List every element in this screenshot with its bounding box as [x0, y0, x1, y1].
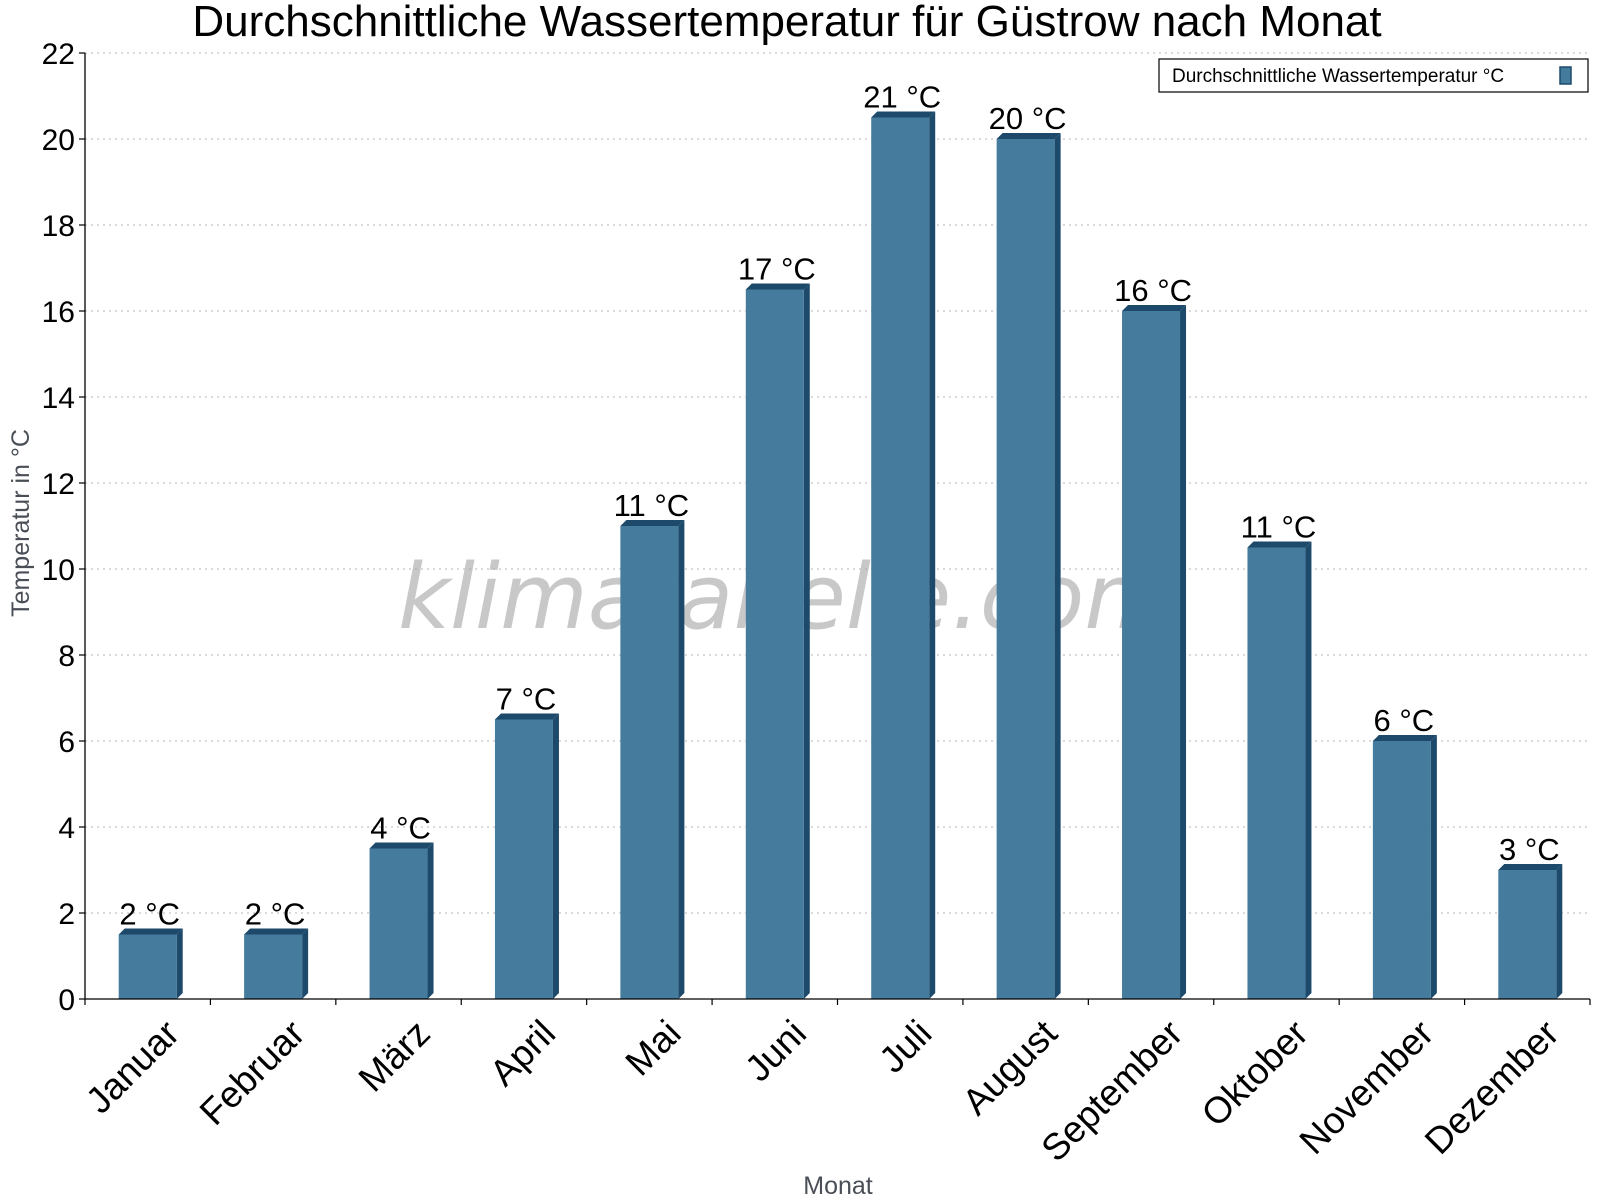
x-tick-labels: Januar Februar März April Mai Juni Juli AugustS… — [78, 1012, 1567, 1169]
x-tick-label: Juli — [871, 1012, 939, 1080]
bar-face — [1498, 870, 1557, 999]
bar-top — [1247, 541, 1312, 548]
bar-top — [118, 928, 183, 935]
y-tick-label: 8 — [58, 640, 75, 673]
y-tick-labels: 0 2 4 6 8 10 12 14 16 18 20 22 — [42, 38, 75, 1017]
data-label: 17 °C — [738, 252, 816, 287]
bars — [118, 111, 1563, 999]
y-tick-label: 20 — [42, 124, 75, 157]
x-tick-label: April — [482, 1012, 563, 1093]
data-label: 11 °C — [1241, 510, 1317, 545]
x-tick-label: Januar — [78, 1012, 187, 1121]
data-label: 3 °C — [1499, 832, 1560, 867]
bar-side — [1556, 864, 1563, 999]
y-tick-label: 0 — [58, 984, 75, 1017]
bar-side — [803, 283, 810, 999]
bar-top — [1122, 305, 1187, 311]
bar-side — [176, 928, 183, 999]
data-label: 20 °C — [989, 101, 1067, 136]
bar-face — [745, 289, 804, 999]
bar-side — [678, 520, 685, 999]
chart-title: Durchschnittliche Wassertemperatur für G… — [192, 0, 1381, 46]
data-label: 16 °C — [1114, 273, 1192, 308]
bar-side — [1305, 541, 1312, 999]
x-tick-label: Februar — [192, 1012, 313, 1133]
y-axis-title: Temperatur in °C — [7, 429, 35, 617]
y-tick-label: 16 — [42, 296, 75, 329]
data-label: 2 °C — [245, 897, 306, 932]
x-tick-label: Oktober — [1194, 1012, 1316, 1134]
bar-januar — [118, 928, 183, 999]
x-tick-label: Mai — [618, 1012, 689, 1083]
legend-swatch — [1559, 66, 1572, 85]
bar-top — [996, 133, 1061, 139]
bar-top — [1372, 735, 1437, 741]
bar-mai — [620, 520, 685, 999]
x-tick-label: Dezember — [1417, 1012, 1567, 1162]
legend-label: Durchschnittliche Wassertemperatur °C — [1172, 66, 1504, 87]
x-axis-title: Monat — [803, 1172, 873, 1200]
bar-face — [996, 139, 1055, 999]
bar-face — [369, 848, 428, 999]
legend: Durchschnittliche Wassertemperatur °C — [1158, 58, 1589, 93]
bar-side — [302, 928, 309, 999]
y-tick-label: 2 — [58, 898, 75, 931]
bar-face — [494, 719, 553, 999]
bar-face — [1247, 547, 1306, 999]
data-label: 4 °C — [370, 811, 431, 846]
y-tick-label: 10 — [42, 554, 75, 587]
bar-april — [494, 713, 559, 999]
gridlines — [85, 52, 1590, 914]
data-label: 6 °C — [1374, 703, 1435, 738]
bar-side — [1180, 305, 1187, 999]
bar-face — [244, 934, 303, 999]
data-label: 7 °C — [496, 682, 557, 717]
bar-face — [1372, 741, 1431, 999]
y-tick-label: 18 — [42, 210, 75, 243]
bar-februar — [244, 928, 309, 999]
y-tick-label: 12 — [42, 468, 75, 501]
axes — [79, 52, 1591, 1005]
bar-top — [369, 842, 434, 849]
x-tick-label: März — [351, 1012, 438, 1099]
bar-side — [1054, 133, 1061, 999]
bar-face — [118, 934, 177, 999]
bar-top — [494, 713, 559, 720]
bar-november — [1372, 735, 1437, 999]
bar-märz — [369, 842, 434, 999]
bar-august — [996, 133, 1061, 999]
data-labels: 2 °C 2 °C 4 °C 7 °C 11 °C 17 °C 21 °C 20 °C 16 °… — [119, 80, 1559, 932]
x-tick-label: November — [1292, 1012, 1442, 1162]
bar-side — [552, 713, 559, 999]
data-label: 11 °C — [614, 488, 690, 523]
bar-juni — [745, 283, 810, 999]
data-label: 2 °C — [119, 897, 180, 932]
y-tick-label: 14 — [42, 382, 75, 415]
bar-face — [1122, 311, 1181, 999]
x-tick-label: Juni — [737, 1012, 814, 1089]
bar-oktober — [1247, 541, 1312, 999]
bar-top — [620, 520, 685, 526]
bar-face — [620, 526, 679, 999]
legend-box — [1158, 58, 1589, 93]
y-tick-label: 22 — [42, 38, 75, 71]
bar-top — [745, 283, 810, 290]
bar-juli — [871, 111, 936, 999]
bar-top — [1498, 864, 1563, 870]
bar-top — [244, 928, 309, 935]
bar-face — [871, 117, 930, 999]
y-tick-label: 6 — [58, 726, 75, 759]
x-tick-label: August — [955, 1012, 1066, 1123]
bar-side — [929, 111, 936, 999]
bar-dezember — [1498, 864, 1563, 999]
bar-side — [1430, 735, 1437, 999]
bar-top — [871, 111, 936, 118]
bar-side — [427, 842, 434, 999]
bar-september — [1122, 305, 1187, 999]
data-label: 21 °C — [863, 80, 941, 115]
y-tick-label: 4 — [58, 812, 75, 845]
